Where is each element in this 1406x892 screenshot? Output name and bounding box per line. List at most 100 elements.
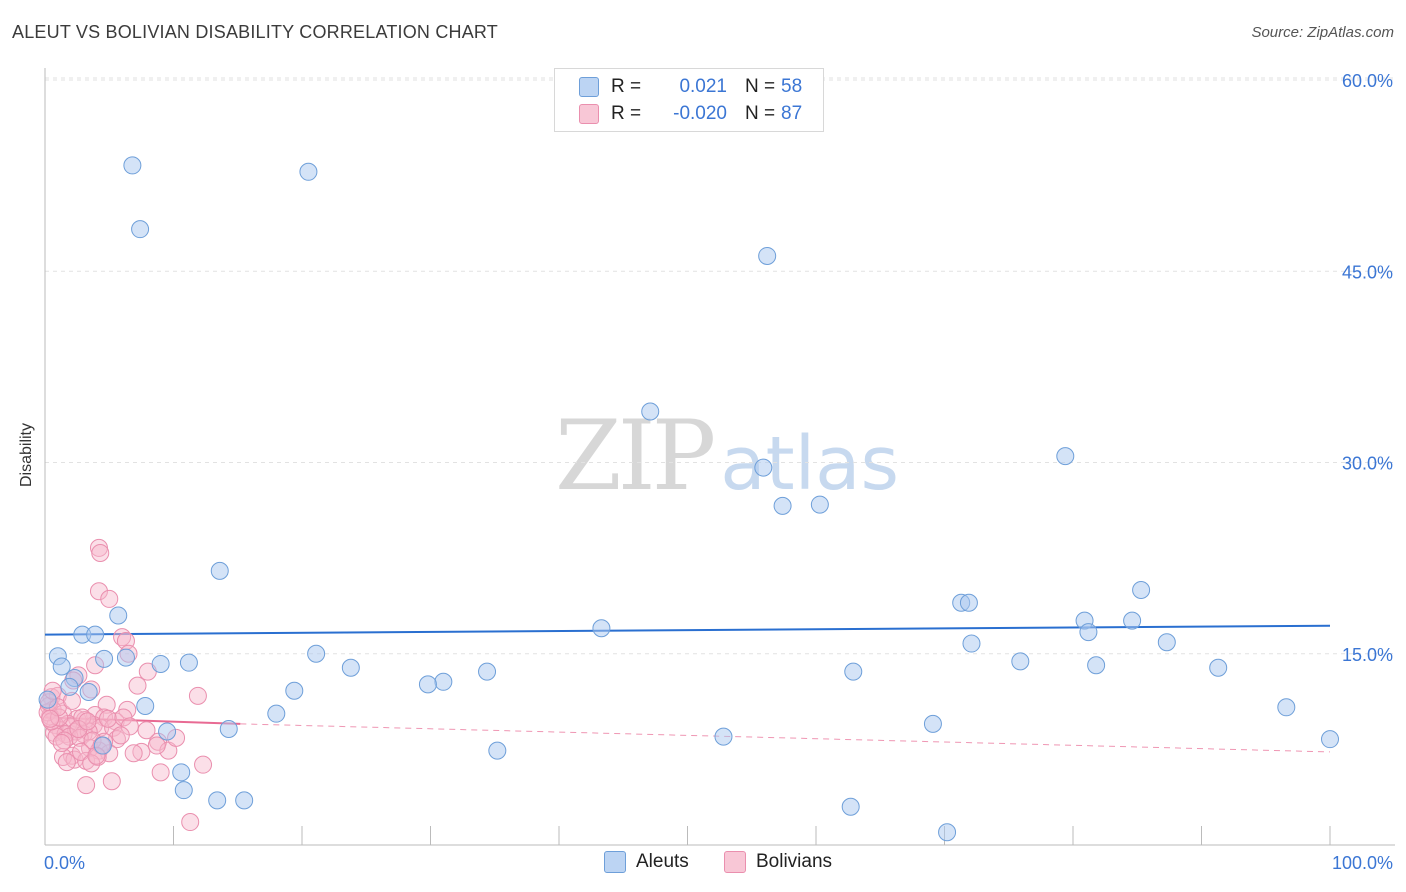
bolivian-point xyxy=(91,544,110,563)
aleuts-swatch xyxy=(579,77,599,97)
aleut-point xyxy=(418,675,437,694)
bolivian-point xyxy=(102,772,121,791)
aleut-point xyxy=(38,690,57,709)
aleut-point xyxy=(773,496,792,515)
r-label: R = xyxy=(611,103,642,124)
bolivian-point xyxy=(57,753,76,772)
legend-item-bolivians[interactable]: Bolivians xyxy=(724,851,832,873)
aleut-point xyxy=(844,662,863,681)
aleut-point xyxy=(93,736,112,755)
aleut-point xyxy=(962,634,981,653)
aleut-point xyxy=(172,763,191,782)
aleut-point xyxy=(136,697,155,716)
n-value: 58 xyxy=(781,76,803,97)
y-tick-label: 60.0% xyxy=(1342,71,1393,91)
aleut-point xyxy=(123,156,142,175)
bolivian-point xyxy=(132,742,151,761)
bolivians-swatch xyxy=(724,851,746,873)
aleut-point xyxy=(478,662,497,681)
n-label: N = xyxy=(745,76,776,97)
aleut-point xyxy=(923,714,942,733)
aleut-point xyxy=(1056,447,1075,466)
aleut-point xyxy=(841,797,860,816)
aleut-point xyxy=(434,672,453,691)
n-value: 87 xyxy=(781,103,803,124)
aleut-point xyxy=(810,495,829,514)
aleut-point xyxy=(1321,730,1339,749)
aleut-point xyxy=(341,658,360,677)
bolivian-point xyxy=(111,726,130,745)
bolivian-point xyxy=(52,734,71,752)
y-tick-label: 45.0% xyxy=(1342,262,1393,282)
legend-item-aleuts[interactable]: Aleuts xyxy=(604,851,689,873)
aleut-point xyxy=(307,644,326,663)
legend-label: Bolivians xyxy=(756,851,833,872)
bolivian-point xyxy=(89,582,108,601)
aleut-point xyxy=(1209,658,1228,677)
aleut-point xyxy=(151,654,170,673)
aleut-point xyxy=(210,561,229,580)
bolivian-point xyxy=(147,736,166,755)
bolivian-point xyxy=(100,589,119,608)
aleut-point xyxy=(131,220,150,239)
legend-label: Aleuts xyxy=(636,851,689,872)
aleut-point xyxy=(235,791,254,810)
aleut-point xyxy=(267,704,286,723)
r-value: 0.021 xyxy=(679,76,727,97)
stats-legend: R = 0.021 N = 58 R = -0.020 N = 87 xyxy=(554,68,824,132)
bolivians-swatch xyxy=(579,104,599,124)
aleut-point xyxy=(1123,611,1142,630)
aleut-point xyxy=(938,823,957,842)
aleut-point xyxy=(174,781,193,800)
bolivian-point xyxy=(69,719,88,738)
aleut-point xyxy=(488,741,507,760)
aleut-point xyxy=(1132,581,1151,599)
legend-row-aleuts: R = 0.021 N = 58 xyxy=(579,74,802,100)
aleut-point xyxy=(1157,633,1176,652)
aleut-point xyxy=(959,593,978,612)
aleut-point xyxy=(158,722,177,741)
bolivian-trend-line xyxy=(44,716,241,725)
aleut-point xyxy=(219,719,238,738)
aleut-point xyxy=(109,606,128,625)
bolivian-point xyxy=(151,763,170,782)
bolivian-point xyxy=(128,676,147,695)
aleut-point xyxy=(1079,623,1098,642)
aleut-point xyxy=(1277,698,1296,717)
bolivian-point xyxy=(77,751,96,770)
r-label: R = xyxy=(611,76,642,97)
legend-row-bolivians: R = -0.020 N = 87 xyxy=(579,101,802,127)
bolivian-point xyxy=(98,709,117,728)
aleut-point xyxy=(52,657,71,676)
bolivian-point xyxy=(188,686,207,705)
aleut-point xyxy=(758,246,777,265)
r-value: -0.020 xyxy=(673,103,727,124)
aleut-point xyxy=(1011,652,1030,671)
aleut-point xyxy=(592,619,611,638)
aleut-point xyxy=(179,653,198,672)
aleut-point xyxy=(208,791,227,810)
watermark-zip: ZIP xyxy=(555,400,716,512)
bolivian-point xyxy=(71,742,90,761)
x-tick-label: 100.0% xyxy=(1332,853,1393,873)
bolivian-point xyxy=(78,712,97,731)
aleut-point xyxy=(116,648,135,667)
aleuts-swatch xyxy=(604,851,626,873)
chart-title: ALEUT VS BOLIVIAN DISABILITY CORRELATION… xyxy=(12,22,498,42)
bolivian-trend-extension xyxy=(240,723,1331,753)
aleut-point xyxy=(1087,656,1106,675)
aleut-point xyxy=(754,458,773,477)
aleut-point xyxy=(95,649,114,668)
aleut-point xyxy=(285,681,304,700)
watermark-atlas: atlas xyxy=(720,421,900,507)
n-label: N = xyxy=(745,103,776,124)
y-tick-label: 30.0% xyxy=(1342,454,1393,474)
bolivian-point xyxy=(124,744,143,763)
bolivian-point xyxy=(181,813,200,832)
aleut-point xyxy=(299,162,318,181)
bolivian-point xyxy=(137,721,156,740)
aleut-trend-line xyxy=(44,624,1331,636)
bolivian-point xyxy=(77,776,96,795)
bolivian-point xyxy=(41,709,60,728)
